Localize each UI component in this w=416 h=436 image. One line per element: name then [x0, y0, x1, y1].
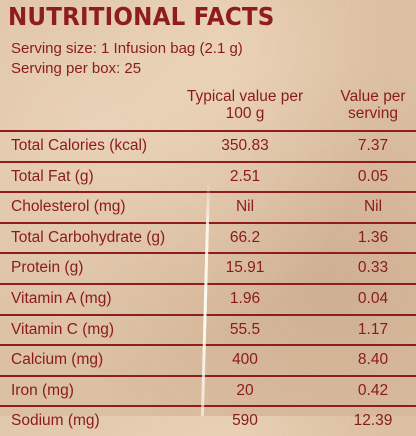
typical-value: 20 — [236, 381, 254, 399]
typical-value: 2.51 — [229, 167, 261, 185]
serving-per-box: Serving per box: 25 — [11, 60, 142, 77]
nutrient-name: Vitamin C (mg) — [11, 320, 115, 338]
table-row: Vitamin C (mg) 55.5 1.17 — [0, 313, 416, 345]
typical-value: 55.5 — [229, 320, 261, 338]
serving-value: 8.40 — [357, 351, 389, 369]
column-header-typical: Typical value per 100 g — [186, 88, 304, 122]
nutrient-name: Vitamin A (mg) — [11, 289, 112, 307]
table-row: Total Calories (kcal) 350.83 7.37 — [0, 130, 416, 161]
nutrient-name: Total Calories (kcal) — [11, 137, 148, 154]
table-row: Vitamin A (mg) 1.96 0.04 — [0, 282, 416, 314]
nutrient-name: Iron (mg) — [11, 381, 74, 399]
serving-value: 0.42 — [357, 381, 389, 399]
serving-value: 0.33 — [357, 259, 389, 277]
nutrient-name: Cholesterol (mg) — [11, 198, 126, 216]
serving-value: 1.36 — [357, 228, 389, 246]
typical-value: Nil — [235, 198, 255, 216]
serving-value: 12.39 — [353, 412, 393, 430]
nutrient-name: Calcium (mg) — [11, 351, 104, 369]
table-row: Calcium (mg) 400 8.40 — [0, 344, 416, 375]
typical-value: 400 — [232, 351, 258, 369]
serving-value: 0.05 — [357, 167, 389, 185]
nutrient-name: Total Carbohydrate (g) — [11, 228, 166, 246]
label-title: NUTRITIONAL FACTS — [8, 2, 275, 31]
serving-value: Nil — [363, 198, 383, 216]
table-row: Iron (mg) 20 0.42 — [0, 374, 416, 406]
serving-value: 0.04 — [357, 289, 389, 307]
nutrient-name: Protein (g) — [11, 259, 84, 277]
serving-value: 1.17 — [357, 320, 389, 338]
table-row: Sodium (mg) 590 12.39 — [0, 405, 416, 436]
typical-value: 590 — [232, 412, 258, 430]
typical-value: 66.2 — [229, 228, 261, 246]
typical-value: 350.83 — [221, 137, 269, 154]
column-header-serving: Value per serving — [340, 88, 406, 122]
nutrition-table: Total Calories (kcal) 350.83 7.37 Total … — [0, 130, 416, 436]
nutrient-name: Total Fat (g) — [11, 167, 94, 185]
typical-value: 1.96 — [229, 289, 261, 307]
nutrient-name: Sodium (mg) — [11, 412, 100, 430]
table-row: Total Fat (g) 2.51 0.05 — [0, 160, 416, 192]
serving-size: Serving size: 1 Infusion bag (2.1 g) — [11, 40, 243, 57]
serving-value: 7.37 — [357, 137, 389, 154]
typical-value: 15.91 — [225, 259, 265, 277]
